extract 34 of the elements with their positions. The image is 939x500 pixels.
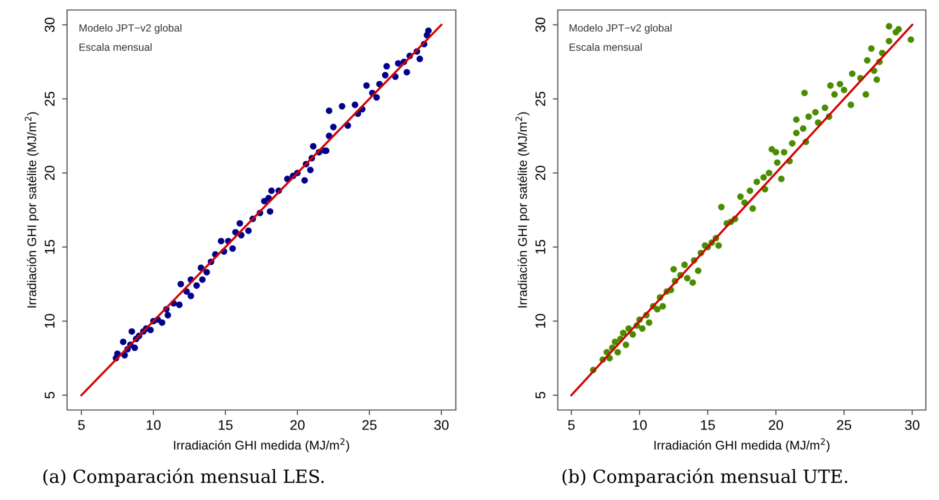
annotation: Escala mensual (80, 43, 152, 51)
annotation: Modelo JPT−v2 global (570, 24, 672, 34)
y-tick-label: 25 (535, 92, 546, 106)
x-tick-label: 25 (837, 420, 852, 430)
x-tick-label: 30 (434, 420, 449, 430)
x-tick-label: 5 (568, 420, 575, 430)
y-tick-label: 5 (536, 392, 546, 398)
x-tick-label: 20 (290, 420, 305, 430)
y-axis-title: Irradiación GHI por satélite (MJ/m$^{2}$) (516, 112, 530, 308)
x-axis-title: Irradiación GHI medida (MJ/m$^{2}$) (174, 438, 350, 452)
y-tick-label: 30 (535, 18, 546, 32)
y-tick-label: 5 (44, 392, 55, 398)
x-tick-label: 25 (362, 420, 377, 430)
y-tick-label: 20 (44, 166, 55, 180)
y-tick-label: 10 (535, 314, 546, 328)
text: (b) Comparación mensual UTE. (562, 468, 848, 487)
x-axis-title: Irradiación GHI medida (MJ/m$^{2}$) (654, 438, 830, 452)
y-tick-label: 15 (536, 240, 546, 254)
x-tick-label: 15 (218, 420, 233, 430)
annotation: Modelo JPT−v2 global (80, 24, 182, 34)
x-tick-label: 20 (768, 420, 784, 430)
text: (a) Comparación mensual LES. (43, 468, 324, 487)
y-tick-label: 20 (535, 166, 546, 180)
x-tick-label: 10 (632, 420, 647, 430)
y-tick-label: 30 (44, 18, 55, 32)
y-tick-label: 25 (44, 92, 55, 106)
x-tick-label: 5 (78, 420, 85, 430)
y-axis-title: Irradiación GHI por satélite (MJ/m$^{2}$) (24, 112, 39, 308)
x-tick-label: 10 (146, 420, 161, 430)
x-tick-label: 15 (701, 420, 715, 430)
annotation: Escala mensual (570, 43, 642, 51)
y-tick-label: 10 (44, 314, 55, 328)
x-tick-label: 30 (905, 420, 920, 430)
y-tick-label: 15 (44, 240, 55, 254)
